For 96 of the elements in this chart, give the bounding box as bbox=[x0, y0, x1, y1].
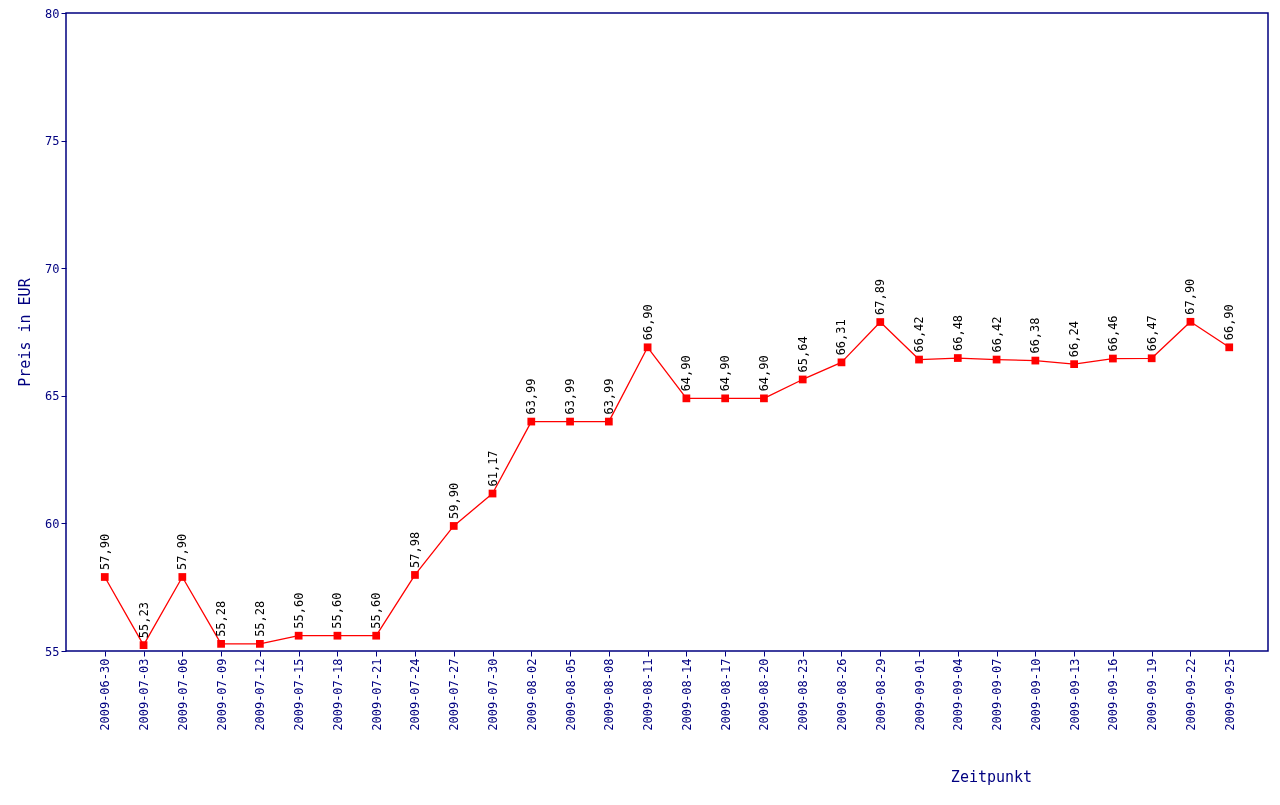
x-tick-label: 2009-08-08 bbox=[602, 658, 617, 731]
point bbox=[178, 573, 187, 581]
data-label: 67,89 bbox=[873, 278, 888, 316]
x-tick-label: 2009-08-02 bbox=[524, 658, 539, 731]
x-axis-title: Zeitpunkt bbox=[950, 767, 1033, 786]
point bbox=[449, 522, 458, 530]
point bbox=[604, 417, 613, 426]
x-tick-label: 2009-08-11 bbox=[641, 658, 656, 731]
x-tick-label: 2009-08-17 bbox=[718, 658, 733, 731]
point bbox=[100, 573, 109, 581]
point bbox=[1225, 343, 1234, 352]
point bbox=[876, 318, 885, 326]
point bbox=[256, 639, 264, 648]
x-tick-label: 2009-09-13 bbox=[1067, 658, 1082, 731]
data-label: 57,90 bbox=[175, 533, 190, 570]
data-label: 64,90 bbox=[679, 355, 694, 392]
x-tick-label: 2009-09-22 bbox=[1183, 658, 1198, 731]
point bbox=[1147, 354, 1156, 363]
x-tick-label: 2009-07-06 bbox=[175, 658, 190, 731]
data-label: 55,60 bbox=[291, 592, 306, 629]
data-label: 66,46 bbox=[1105, 315, 1120, 352]
x-tick-label: 2009-07-03 bbox=[137, 658, 152, 731]
data-label: 64,90 bbox=[756, 355, 771, 392]
data-label: 66,42 bbox=[989, 316, 1004, 353]
x-tick-label: 2009-08-05 bbox=[563, 658, 578, 731]
x-tick-label: 2009-09-04 bbox=[951, 658, 966, 731]
data-label: 55,28 bbox=[252, 600, 267, 637]
y-tick-label: 60 bbox=[45, 516, 60, 531]
x-tick-label: 2009-07-12 bbox=[253, 658, 268, 731]
data-label: 63,99 bbox=[563, 378, 578, 415]
x-tick-label: 2009-09-07 bbox=[990, 658, 1005, 731]
data-label: 66,42 bbox=[912, 316, 927, 353]
data-label: 55,60 bbox=[330, 592, 345, 629]
data-label: 63,99 bbox=[524, 378, 539, 415]
point bbox=[837, 358, 846, 367]
x-tick-label: 2009-09-10 bbox=[1028, 658, 1043, 731]
point bbox=[1070, 360, 1078, 369]
x-tick-label: 2009-06-30 bbox=[98, 658, 113, 731]
data-label: 57,90 bbox=[97, 533, 112, 570]
x-tick-label: 2009-07-27 bbox=[447, 658, 462, 731]
x-tick-label: 2009-08-26 bbox=[834, 658, 849, 731]
point bbox=[294, 631, 303, 640]
point bbox=[643, 343, 652, 352]
x-tick-label: 2009-07-18 bbox=[330, 658, 345, 731]
point bbox=[139, 641, 148, 649]
x-tick-label: 2009-08-23 bbox=[796, 658, 811, 731]
x-tick-label: 2009-08-14 bbox=[679, 658, 694, 731]
data-label: 66,24 bbox=[1067, 321, 1082, 358]
point bbox=[953, 354, 962, 362]
data-label: 63,99 bbox=[601, 378, 616, 415]
y-tick-label: 75 bbox=[45, 134, 60, 149]
point bbox=[1109, 354, 1117, 363]
y-tick-label: 55 bbox=[45, 644, 60, 659]
point bbox=[760, 394, 768, 403]
data-label: 55,60 bbox=[369, 592, 384, 629]
data-label: 66,31 bbox=[834, 319, 849, 356]
x-tick-label: 2009-07-24 bbox=[408, 658, 423, 731]
point bbox=[372, 631, 381, 640]
data-label: 59,90 bbox=[446, 482, 461, 519]
y-tick-label: 80 bbox=[45, 6, 60, 21]
point bbox=[566, 417, 574, 426]
x-tick-label: 2009-07-09 bbox=[214, 658, 229, 731]
point bbox=[333, 631, 342, 640]
point bbox=[721, 394, 730, 403]
point bbox=[1186, 317, 1195, 326]
data-label: 55,28 bbox=[214, 600, 229, 637]
data-label: 66,38 bbox=[1028, 317, 1043, 354]
x-tick-label: 2009-09-01 bbox=[912, 658, 927, 731]
data-label: 66,90 bbox=[640, 304, 655, 341]
x-tick-label: 2009-09-25 bbox=[1222, 658, 1237, 731]
data-label: 66,47 bbox=[1144, 315, 1159, 352]
point bbox=[798, 375, 807, 384]
data-label: 66,90 bbox=[1222, 304, 1237, 341]
x-tick-label: 2009-07-30 bbox=[486, 658, 501, 731]
x-tick-label: 2009-08-29 bbox=[873, 658, 888, 731]
point bbox=[217, 639, 225, 648]
point bbox=[682, 394, 691, 403]
point bbox=[411, 571, 419, 579]
point bbox=[915, 355, 923, 364]
data-label: 61,17 bbox=[485, 450, 500, 487]
x-tick-label: 2009-08-20 bbox=[757, 658, 772, 731]
data-label: 65,64 bbox=[795, 336, 810, 373]
data-label: 67,90 bbox=[1183, 278, 1198, 315]
y-tick-label: 65 bbox=[45, 389, 60, 404]
point bbox=[1031, 356, 1040, 365]
y-axis-title: Preis in EUR bbox=[16, 277, 35, 387]
y-tick-label: 70 bbox=[45, 261, 60, 276]
x-tick-label: 2009-07-21 bbox=[369, 658, 384, 731]
data-label: 57,98 bbox=[407, 531, 422, 568]
x-tick-label: 2009-09-16 bbox=[1106, 658, 1121, 731]
data-label: 64,90 bbox=[718, 355, 733, 392]
x-tick-label: 2009-09-19 bbox=[1145, 658, 1160, 731]
data-label: 55,23 bbox=[136, 602, 151, 639]
point bbox=[527, 417, 536, 426]
data-label: 66,48 bbox=[950, 314, 965, 352]
x-tick-label: 2009-07-15 bbox=[292, 658, 307, 731]
